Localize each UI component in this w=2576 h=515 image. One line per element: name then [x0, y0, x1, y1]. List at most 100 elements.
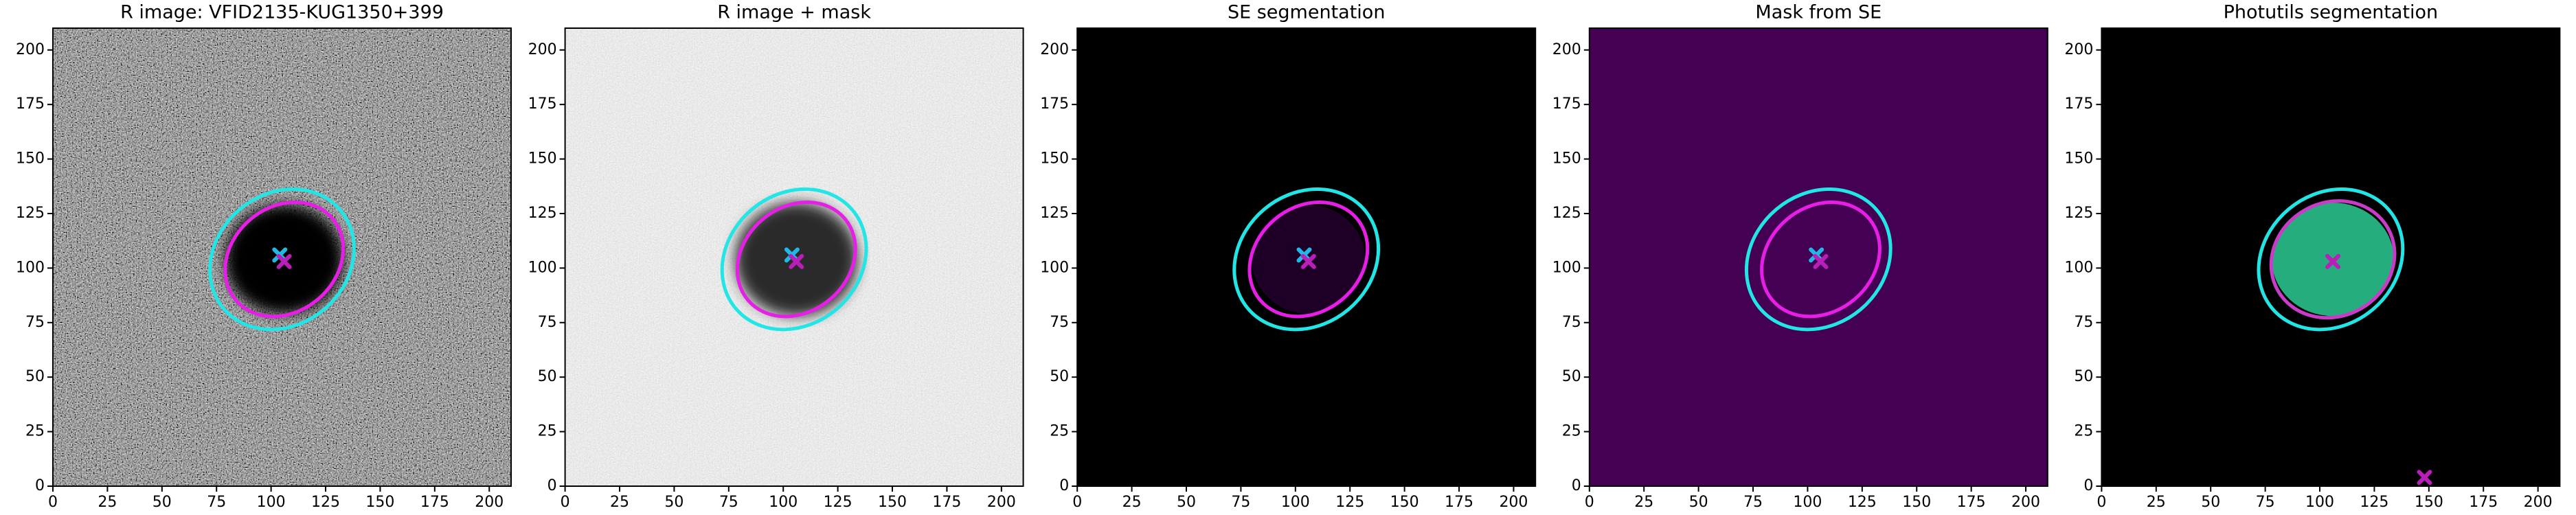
marker	[1300, 253, 1316, 269]
x-tick-label: 100	[1281, 494, 1310, 511]
y-tick-label: 50	[25, 368, 45, 385]
y-tick-label: 125	[1040, 205, 1069, 222]
panel: R image: VFID2135-KUG1350+399 0 25 50 75 100 1…	[16, 2, 512, 511]
image-area	[1589, 28, 2048, 486]
marker	[789, 253, 804, 269]
y-tick-label: 200	[528, 41, 557, 58]
y-tick-label: 150	[16, 150, 45, 168]
y-tick-label: 100	[1040, 259, 1069, 276]
y-tick-label: 0	[1059, 477, 1069, 494]
y-tick-label: 75	[25, 314, 45, 331]
y-tick-label: 175	[1040, 95, 1069, 113]
aperture-ellipse	[2269, 199, 2397, 320]
x-tick-label: 175	[420, 494, 449, 511]
y-tick-label: 125	[2064, 205, 2093, 222]
y-tick-label: 100	[528, 259, 557, 276]
y-tick-label: 0	[1572, 477, 1581, 494]
aperture-ellipse	[1232, 187, 1381, 332]
marker	[2325, 253, 2341, 269]
x-tick-label: 125	[824, 494, 852, 511]
axes-frame	[1076, 27, 1537, 487]
x-tick-label: 100	[257, 494, 286, 511]
axes-frame	[1588, 27, 2048, 487]
y-tick-label: 150	[2064, 150, 2093, 168]
y-tick-label: 25	[25, 423, 45, 440]
y-tick-label: 200	[2064, 41, 2093, 58]
y-tick-label: 175	[528, 95, 557, 113]
image-area	[53, 28, 511, 486]
y-tick-label: 0	[35, 477, 45, 494]
x-tick-label: 0	[48, 494, 58, 511]
x-tick-label: 150	[365, 494, 394, 511]
y-tick-label: 25	[1050, 423, 1069, 440]
y-tick-label: 100	[2064, 259, 2093, 276]
y-tick-label: 50	[1050, 368, 1069, 385]
panel: R image + mask 0 25 50 75 100 125 150 175 200 0 25 5…	[528, 2, 1024, 511]
x-tick-label: 25	[98, 494, 117, 511]
x-tick-label: 25	[1634, 494, 1653, 511]
x-tick-label: 0	[1072, 494, 1082, 511]
x-tick-label: 200	[475, 494, 504, 511]
x-tick-label: 125	[1335, 494, 1364, 511]
axes-frame	[564, 27, 1024, 487]
y-tick-label: 25	[1562, 423, 1581, 440]
panel-title: SE segmentation	[1228, 2, 1385, 23]
y-tick-label: 200	[1040, 41, 1069, 58]
x-tick-label: 125	[2360, 494, 2388, 511]
panel-title: Mask from SE	[1755, 2, 1882, 23]
x-tick-label: 150	[1902, 494, 1931, 511]
y-tick-label: 75	[1562, 314, 1581, 331]
aperture-ellipse	[720, 187, 868, 332]
x-tick-label: 75	[207, 494, 226, 511]
panel: Mask from SE 0 25 50 75 100 125 150 175 200 0 25 50 7…	[1552, 2, 2048, 511]
y-tick-label: 175	[16, 95, 45, 113]
y-tick-label: 150	[528, 150, 557, 168]
y-tick-label: 25	[2074, 423, 2093, 440]
panel: SE segmentation 0 25 50 75 100 125 150 175 200 0 25…	[1040, 2, 1537, 511]
x-tick-label: 175	[2469, 494, 2498, 511]
panel: Photutils segmentation 0 25 50 75 100 125 150 17…	[2064, 2, 2561, 511]
x-tick-label: 200	[1499, 494, 1528, 511]
y-tick-label: 150	[1040, 150, 1069, 168]
y-tick-label: 50	[1562, 368, 1581, 385]
image-area	[565, 28, 1024, 486]
y-tick-label: 125	[16, 205, 45, 222]
y-tick-label: 175	[2064, 95, 2093, 113]
image-area	[2101, 28, 2560, 486]
x-tick-label: 75	[1743, 494, 1763, 511]
y-tick-label: 25	[538, 423, 557, 440]
y-tick-label: 150	[1552, 150, 1581, 168]
x-tick-label: 25	[2147, 494, 2166, 511]
y-tick-label: 0	[2083, 477, 2093, 494]
aperture-ellipse	[1760, 201, 1882, 319]
aperture-ellipse	[2257, 187, 2405, 332]
axes-frame	[2101, 27, 2561, 487]
y-tick-label: 125	[1552, 205, 1581, 222]
y-tick-label: 50	[2074, 368, 2093, 385]
x-tick-label: 50	[1689, 494, 1708, 511]
aperture-ellipse	[208, 187, 356, 332]
x-tick-label: 200	[2524, 494, 2553, 511]
aperture-ellipse	[1247, 201, 1370, 319]
x-tick-label: 0	[561, 494, 570, 511]
x-tick-label: 125	[311, 494, 340, 511]
x-tick-label: 50	[664, 494, 683, 511]
y-tick-label: 75	[1050, 314, 1069, 331]
marker	[1813, 253, 1829, 269]
x-tick-label: 75	[719, 494, 738, 511]
x-tick-label: 100	[1793, 494, 1822, 511]
y-tick-label: 0	[547, 477, 557, 494]
aperture-ellipse	[1744, 187, 1893, 332]
panel-title: R image + mask	[717, 2, 871, 23]
y-tick-label: 125	[528, 205, 557, 222]
x-tick-label: 150	[2415, 494, 2443, 511]
y-tick-label: 100	[1552, 259, 1581, 276]
y-tick-label: 75	[538, 314, 557, 331]
aperture-ellipse	[735, 201, 857, 319]
x-tick-label: 175	[1957, 494, 1986, 511]
y-tick-label: 200	[1552, 41, 1581, 58]
x-tick-label: 75	[1231, 494, 1250, 511]
y-tick-label: 100	[16, 259, 45, 276]
x-tick-label: 175	[1445, 494, 1473, 511]
x-tick-label: 200	[987, 494, 1016, 511]
